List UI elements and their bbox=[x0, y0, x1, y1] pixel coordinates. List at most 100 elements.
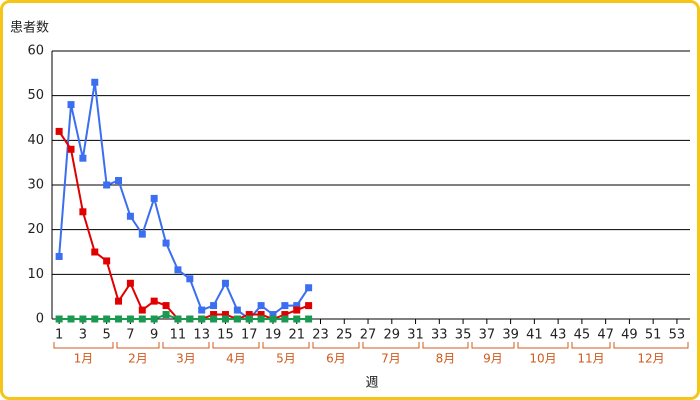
x-tick-label: 5 bbox=[103, 328, 111, 343]
x-tick-label: 13 bbox=[193, 328, 210, 343]
month-bracket bbox=[312, 342, 360, 349]
data-point bbox=[162, 302, 170, 310]
data-point bbox=[103, 257, 111, 265]
x-tick-label: 49 bbox=[621, 328, 638, 343]
data-point bbox=[293, 315, 301, 323]
data-point bbox=[305, 284, 313, 292]
data-point bbox=[245, 311, 253, 319]
month-bracket bbox=[116, 342, 160, 349]
data-point bbox=[138, 230, 146, 238]
x-tick-label: 11 bbox=[170, 328, 187, 343]
data-point bbox=[115, 177, 123, 185]
data-point bbox=[91, 248, 99, 256]
y-tick-label: 20 bbox=[27, 222, 44, 237]
series-line bbox=[59, 313, 309, 320]
data-point bbox=[221, 279, 229, 287]
month-bracket bbox=[517, 342, 569, 349]
data-point bbox=[138, 306, 146, 314]
data-point bbox=[67, 315, 75, 323]
month-label: 3月 bbox=[176, 352, 196, 366]
data-point bbox=[305, 315, 313, 323]
y-tick-label: 50 bbox=[27, 88, 44, 103]
data-point bbox=[67, 145, 75, 153]
x-tick-label: 45 bbox=[574, 328, 591, 343]
data-point bbox=[293, 302, 301, 310]
data-point bbox=[91, 78, 99, 86]
x-tick-label: 53 bbox=[669, 328, 686, 343]
data-point bbox=[162, 311, 170, 319]
x-tick-label: 25 bbox=[336, 328, 353, 343]
data-point bbox=[162, 239, 170, 247]
x-tick-label: 43 bbox=[550, 328, 567, 343]
y-axis-label: 患者数 bbox=[10, 21, 49, 36]
x-tick-label: 51 bbox=[645, 328, 662, 343]
data-point bbox=[103, 181, 111, 189]
y-tick-label: 30 bbox=[27, 178, 44, 193]
data-point bbox=[305, 302, 313, 310]
data-point bbox=[269, 311, 277, 319]
data-point bbox=[150, 194, 158, 202]
month-label: 6月 bbox=[326, 352, 346, 366]
month-label: 1月 bbox=[74, 352, 94, 366]
month-label: 2月 bbox=[128, 352, 148, 366]
month-label: 8月 bbox=[436, 352, 456, 366]
month-bracket bbox=[471, 342, 515, 349]
month-bracket bbox=[613, 342, 689, 349]
x-tick-label: 15 bbox=[217, 328, 234, 343]
data-point bbox=[186, 315, 194, 323]
data-point bbox=[174, 315, 182, 323]
month-bracket bbox=[53, 342, 114, 349]
data-point bbox=[198, 306, 206, 314]
month-bracket bbox=[262, 342, 310, 349]
data-point bbox=[174, 266, 182, 274]
data-point bbox=[55, 315, 63, 323]
x-tick-label: 33 bbox=[431, 328, 448, 343]
month-bracket bbox=[422, 342, 469, 349]
month-label: 10月 bbox=[529, 352, 556, 366]
data-point bbox=[257, 302, 265, 310]
y-tick-label: 60 bbox=[27, 44, 44, 59]
x-tick-label: 27 bbox=[360, 328, 377, 343]
data-point bbox=[186, 275, 194, 283]
data-point bbox=[115, 297, 123, 305]
data-point bbox=[269, 315, 277, 323]
data-point bbox=[91, 315, 99, 323]
data-point bbox=[233, 315, 241, 323]
y-tick-label: 0 bbox=[36, 312, 44, 327]
y-tick-label: 40 bbox=[27, 133, 44, 148]
data-point bbox=[150, 315, 158, 323]
month-label: 7月 bbox=[381, 352, 401, 366]
month-label: 4月 bbox=[226, 352, 246, 366]
data-point bbox=[221, 315, 229, 323]
x-tick-label: 1 bbox=[55, 328, 63, 343]
month-bracket bbox=[212, 342, 260, 349]
y-tick-label: 10 bbox=[27, 267, 44, 282]
x-axis-label: 週 bbox=[365, 376, 378, 391]
x-tick-label: 37 bbox=[479, 328, 496, 343]
month-label: 11月 bbox=[577, 352, 604, 366]
data-point bbox=[210, 302, 218, 310]
data-point bbox=[293, 306, 301, 314]
data-point bbox=[126, 279, 134, 287]
month-label: 5月 bbox=[276, 352, 296, 366]
data-point bbox=[150, 297, 158, 305]
x-tick-label: 17 bbox=[241, 328, 258, 343]
x-tick-label: 29 bbox=[384, 328, 401, 343]
x-tick-label: 9 bbox=[150, 328, 158, 343]
data-point bbox=[257, 311, 265, 319]
data-point bbox=[79, 315, 87, 323]
data-point bbox=[281, 315, 289, 323]
data-point bbox=[79, 154, 87, 162]
month-label: 9月 bbox=[483, 352, 503, 366]
data-point bbox=[281, 302, 289, 310]
data-point bbox=[233, 306, 241, 314]
month-bracket bbox=[571, 342, 611, 349]
data-point bbox=[67, 101, 75, 109]
data-point bbox=[55, 252, 63, 260]
data-point bbox=[198, 315, 206, 323]
month-bracket bbox=[362, 342, 420, 349]
data-point bbox=[79, 208, 87, 216]
x-tick-label: 31 bbox=[407, 328, 424, 343]
data-point bbox=[55, 127, 63, 135]
